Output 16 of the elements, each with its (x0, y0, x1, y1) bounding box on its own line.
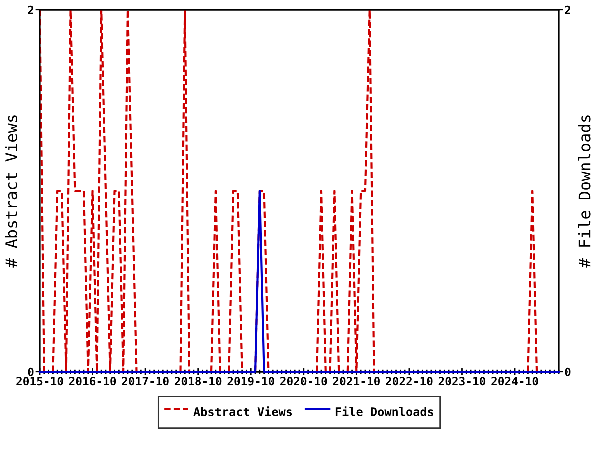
y2-tick-label: 0 (565, 368, 571, 376)
x-tick-label: 2017-10 (122, 377, 169, 386)
legend-label: File Downloads (336, 406, 434, 416)
x-tick-label: 2018-10 (174, 377, 222, 386)
y2-axis-title: # File Downloads (578, 116, 591, 268)
legend-label: Abstract Views (194, 406, 292, 416)
x-tick-label: 2022-10 (386, 377, 433, 386)
x-tick-label: 2021-10 (333, 377, 380, 386)
x-tick-label: 2019-10 (228, 377, 274, 386)
y-axis-title: # Abstract Views (5, 116, 18, 268)
x-tick-label: 2015-10 (16, 377, 64, 386)
x-tick-label: 2024-10 (492, 377, 538, 386)
x-tick-label: 2020-10 (280, 377, 328, 386)
x-tick-label: 2016-10 (69, 377, 116, 386)
y2-tick-label: 2 (565, 6, 570, 14)
x-tick-label: 2023-10 (438, 377, 486, 386)
